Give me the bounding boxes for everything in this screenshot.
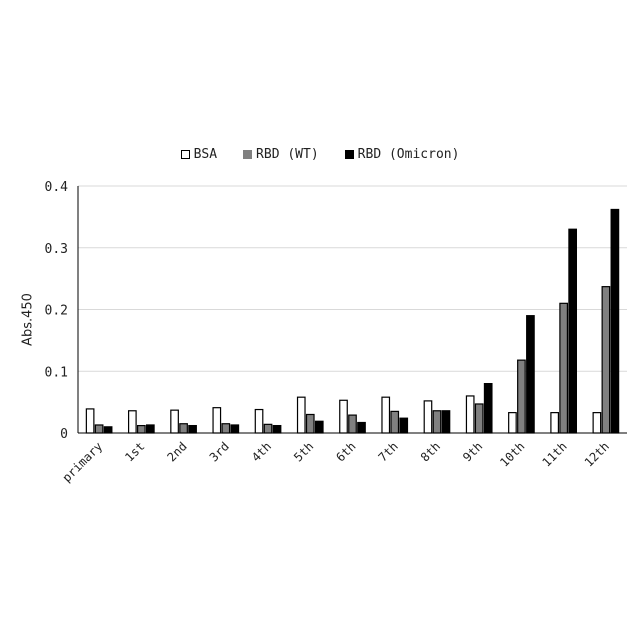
bar-bsa — [466, 396, 474, 433]
y-tick-label: 0.4 — [45, 180, 69, 195]
bar-bsa — [340, 400, 348, 433]
bar-rbd-wt — [391, 411, 399, 433]
x-tick-label: 7th — [376, 439, 401, 464]
bar-rbd-omicron — [147, 425, 155, 433]
bar-rbd-omicron — [316, 421, 324, 433]
bar-rbd-omicron — [231, 425, 239, 433]
bar-rbd-wt — [180, 424, 188, 433]
bar-rbd-omicron — [358, 423, 366, 433]
x-tick-label: 8th — [418, 439, 443, 464]
bar-rbd-wt — [95, 425, 103, 433]
bar-bsa — [86, 409, 94, 433]
bar-rbd-omicron — [484, 384, 492, 433]
bar-bsa — [382, 397, 390, 433]
x-tick-label: 12th — [582, 439, 612, 469]
x-tick-label: 4th — [249, 439, 274, 464]
bar-bsa — [213, 408, 221, 433]
bar-rbd-wt — [475, 404, 483, 433]
x-tick-label: 10th — [497, 439, 527, 469]
x-tick-label: 2nd — [164, 439, 189, 464]
y-tick-label: 0.1 — [45, 365, 68, 380]
bar-bsa — [171, 410, 179, 433]
bar-bsa — [509, 413, 517, 433]
x-tick-label: 11th — [539, 439, 569, 469]
y-tick-label: 0.2 — [45, 304, 68, 319]
x-tick-label: 3rd — [207, 439, 232, 464]
bar-bsa — [551, 413, 559, 433]
bar-rbd-omicron — [442, 411, 450, 433]
x-tick-label: 9th — [460, 439, 485, 464]
bar-rbd-wt — [518, 360, 526, 433]
bar-rbd-wt — [433, 411, 441, 433]
bar-rbd-wt — [264, 424, 272, 433]
bar-bsa — [593, 413, 601, 433]
y-tick-label: 0 — [60, 427, 68, 442]
bar-rbd-wt — [307, 414, 315, 433]
bar-rbd-omicron — [104, 427, 112, 433]
bar-rbd-omicron — [400, 418, 408, 433]
x-tick-label: primary — [60, 439, 106, 485]
bar-bsa — [255, 410, 262, 433]
bar-bsa — [298, 397, 306, 433]
bar-rbd-omicron — [273, 426, 281, 433]
bar-rbd-wt — [560, 303, 568, 433]
bar-rbd-omicron — [611, 209, 619, 433]
bar-bsa — [129, 411, 137, 433]
x-tick-label: 6th — [333, 439, 358, 464]
bar-rbd-omicron — [189, 426, 197, 433]
bar-rbd-omicron — [527, 316, 535, 433]
x-tick-label: 5th — [291, 439, 316, 464]
bar-rbd-wt — [222, 424, 230, 433]
bar-rbd-omicron — [569, 229, 577, 433]
y-tick-label: 0.3 — [45, 242, 68, 257]
bar-rbd-wt — [349, 415, 357, 433]
bar-bsa — [424, 401, 432, 433]
bar-rbd-wt — [138, 426, 146, 433]
x-tick-label: 1st — [122, 439, 147, 464]
bar-rbd-wt — [602, 287, 610, 433]
